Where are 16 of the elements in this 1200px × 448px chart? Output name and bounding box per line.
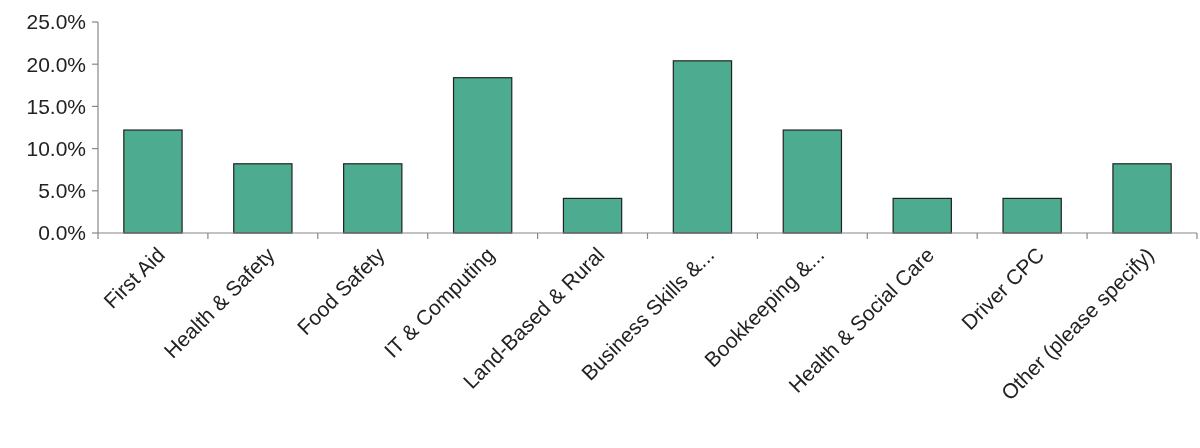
bar [343, 163, 403, 234]
bar [892, 197, 952, 234]
y-tick-label: 5.0% [38, 179, 86, 203]
y-tick-label: 20.0% [26, 52, 86, 76]
bar [123, 129, 183, 234]
y-tick-label: 25.0% [26, 10, 86, 34]
y-tick-label: 15.0% [26, 94, 86, 118]
bar [1002, 197, 1062, 234]
y-tick-label: 10.0% [26, 136, 86, 160]
bar [672, 60, 733, 234]
bar [452, 77, 513, 234]
bar [1112, 163, 1172, 234]
bar [782, 129, 843, 234]
y-tick-label: 0.0% [38, 221, 86, 245]
bar [233, 163, 293, 234]
bar [562, 197, 623, 234]
